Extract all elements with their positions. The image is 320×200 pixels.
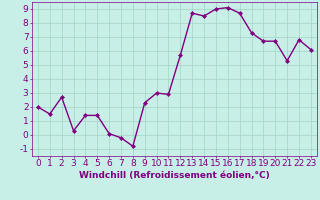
X-axis label: Windchill (Refroidissement éolien,°C): Windchill (Refroidissement éolien,°C): [79, 171, 270, 180]
